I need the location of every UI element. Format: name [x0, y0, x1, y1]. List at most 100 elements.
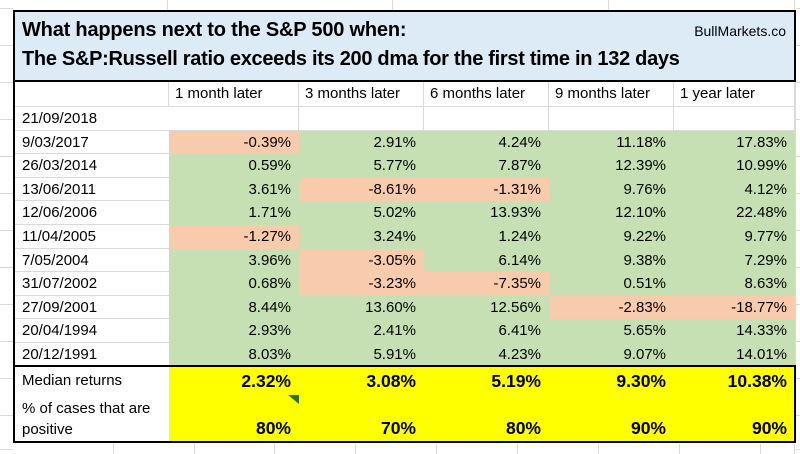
return-cell[interactable]: 8.63% — [674, 272, 795, 296]
date-cell[interactable]: 21/09/2018 — [15, 107, 169, 131]
percent-positive-cell[interactable]: 80% — [169, 394, 299, 443]
return-cell[interactable]: 17.83% — [674, 130, 795, 155]
median-cell[interactable]: 10.38% — [674, 366, 795, 395]
sheet-gridline — [796, 378, 800, 379]
return-cell[interactable]: -1.27% — [169, 224, 299, 249]
median-cell[interactable]: 3.08% — [299, 366, 424, 395]
return-cell[interactable]: 12.10% — [549, 201, 674, 225]
empty-cell[interactable] — [549, 107, 674, 131]
sheet-gridline — [796, 193, 800, 194]
return-cell[interactable]: 3.24% — [299, 224, 424, 249]
return-cell[interactable]: 1.24% — [424, 224, 549, 249]
date-cell[interactable]: 9/03/2017 — [15, 131, 169, 155]
median-cell[interactable]: 5.19% — [424, 366, 549, 395]
corner-cell[interactable] — [15, 82, 169, 107]
percent-positive-cell[interactable]: 90% — [549, 394, 674, 443]
return-cell[interactable]: 9.22% — [549, 224, 674, 249]
return-cell[interactable]: -8.61% — [299, 177, 424, 202]
return-cell[interactable]: 11.18% — [549, 130, 674, 155]
return-cell[interactable]: -1.31% — [424, 177, 549, 202]
column-header[interactable]: 1 month later — [169, 82, 299, 107]
column-header[interactable]: 1 year later — [674, 82, 795, 107]
return-cell[interactable]: 9.76% — [549, 177, 674, 202]
return-cell[interactable]: 2.93% — [169, 319, 299, 343]
date-cell[interactable]: 20/04/1994 — [15, 319, 169, 343]
sheet-gridline — [0, 304, 13, 305]
date-cell[interactable]: 7/05/2004 — [15, 249, 169, 273]
return-cell[interactable]: 2.91% — [299, 130, 424, 155]
percent-positive-cell[interactable]: 80% — [424, 394, 549, 443]
sheet-gridline — [436, 444, 437, 454]
return-cell[interactable]: 5.65% — [549, 319, 674, 343]
return-cell[interactable]: 22.48% — [674, 201, 795, 225]
column-header[interactable]: 6 months later — [424, 82, 549, 107]
return-cell[interactable]: 3.96% — [169, 248, 299, 273]
return-cell[interactable]: -2.83% — [549, 295, 674, 320]
sheet-gridline — [796, 267, 800, 268]
sheet-gridline — [0, 378, 13, 379]
sheet-gridline — [0, 119, 13, 120]
return-cell[interactable]: 5.77% — [299, 154, 424, 178]
column-header[interactable]: 3 months later — [299, 82, 424, 107]
sheet-gridline — [598, 444, 599, 454]
return-cell[interactable]: 14.01% — [674, 342, 795, 367]
column-header[interactable]: 9 months later — [549, 82, 674, 107]
return-cell[interactable]: 4.12% — [674, 177, 795, 202]
return-cell[interactable]: 0.68% — [169, 272, 299, 296]
return-cell[interactable]: 7.29% — [674, 248, 795, 273]
sheet-gridline — [194, 444, 195, 454]
date-cell[interactable]: 31/07/2002 — [15, 272, 169, 296]
date-cell[interactable]: 26/03/2014 — [15, 154, 169, 178]
sheet-gridline — [796, 230, 800, 231]
empty-cell[interactable] — [299, 107, 424, 131]
return-cell[interactable]: 12.39% — [549, 154, 674, 178]
return-cell[interactable]: 10.99% — [674, 154, 795, 178]
return-cell[interactable]: 13.93% — [424, 201, 549, 225]
return-cell[interactable]: -18.77% — [674, 295, 795, 320]
return-cell[interactable]: 0.51% — [549, 272, 674, 296]
return-cell[interactable]: 6.14% — [424, 248, 549, 273]
return-cell[interactable]: -3.05% — [299, 248, 424, 273]
return-cell[interactable]: 4.23% — [424, 342, 549, 367]
return-cell[interactable]: 8.44% — [169, 295, 299, 320]
return-cell[interactable]: 3.61% — [169, 177, 299, 202]
percent-positive-cell[interactable]: 90% — [674, 394, 795, 443]
return-cell[interactable]: 9.38% — [549, 248, 674, 273]
date-cell[interactable]: 13/06/2011 — [15, 178, 169, 202]
median-label[interactable]: Median returns — [15, 366, 169, 395]
median-cell[interactable]: 2.32% — [169, 366, 299, 395]
empty-cell[interactable] — [424, 107, 549, 131]
return-cell[interactable]: 5.91% — [299, 342, 424, 367]
return-cell[interactable]: -3.23% — [299, 272, 424, 296]
return-cell[interactable]: 4.24% — [424, 130, 549, 155]
sheet-gridline — [0, 8, 13, 9]
return-cell[interactable]: 14.33% — [674, 319, 795, 343]
brand-label: BullMarkets.co — [694, 22, 786, 39]
sheet-gridline — [167, 0, 168, 10]
return-cell[interactable]: 9.07% — [549, 342, 674, 367]
return-cell[interactable]: 6.41% — [424, 319, 549, 343]
return-cell[interactable]: 8.03% — [169, 342, 299, 367]
return-cell[interactable]: -0.39% — [169, 130, 299, 155]
return-cell[interactable]: 5.02% — [299, 201, 424, 225]
return-cell[interactable]: 7.87% — [424, 154, 549, 178]
return-cell[interactable]: 9.77% — [674, 224, 795, 249]
date-cell[interactable]: 12/06/2006 — [15, 201, 169, 225]
percent-positive-cell[interactable]: 70% — [299, 394, 424, 443]
return-cell[interactable]: 0.59% — [169, 154, 299, 178]
date-cell[interactable]: 20/12/1991 — [15, 343, 169, 367]
return-cell[interactable]: 1.71% — [169, 201, 299, 225]
median-cell[interactable]: 9.30% — [549, 366, 674, 395]
empty-cell[interactable] — [169, 107, 299, 131]
date-cell[interactable]: 11/04/2005 — [15, 225, 169, 249]
percent-positive-label[interactable]: % of cases that are positive — [15, 394, 169, 443]
return-cell[interactable]: 12.56% — [424, 295, 549, 320]
date-cell[interactable]: 27/09/2001 — [15, 296, 169, 320]
return-cell[interactable]: 13.60% — [299, 295, 424, 320]
sheet-gridline — [0, 82, 13, 83]
return-cell[interactable]: -7.35% — [424, 272, 549, 296]
empty-cell[interactable] — [674, 107, 795, 131]
page-title: What happens next to the S&P 500 when: — [22, 19, 407, 41]
return-cell[interactable]: 2.41% — [299, 319, 424, 343]
